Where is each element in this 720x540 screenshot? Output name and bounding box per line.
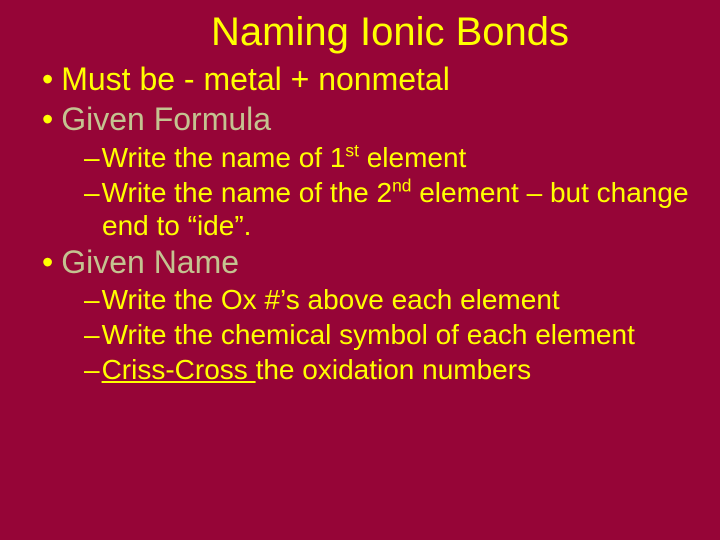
superscript: nd [392, 175, 411, 195]
slide: Naming Ionic Bonds •Must be - metal + no… [0, 0, 720, 540]
bullet-given-name: •Given Name [30, 244, 690, 282]
bullet-marker: • [42, 61, 61, 97]
bullet-text: Given Formula [61, 101, 271, 137]
subbullet-ox-numbers: –Write the Ox #’s above each element [30, 283, 690, 316]
subbullet-first-element: –Write the name of 1st element [30, 141, 690, 174]
dash-marker: – [84, 177, 102, 208]
subbullet-text: Write the Ox #’s above each element [102, 284, 560, 315]
subbullet-text: Write the chemical symbol of each elemen… [102, 319, 635, 350]
dash-marker: – [84, 319, 102, 350]
bullet-marker: • [42, 244, 61, 280]
superscript: st [345, 140, 359, 160]
subbullet-text-rest: the oxidation numbers [256, 354, 532, 385]
subbullet-text-post: element [359, 142, 466, 173]
underlined-text: Criss-Cross [102, 354, 256, 385]
bullet-marker: • [42, 101, 61, 137]
dash-marker: – [84, 354, 102, 385]
dash-marker: – [84, 284, 102, 315]
subbullet-text-pre: Write the name of the 2 [102, 177, 393, 208]
bullet-text: Must be - metal + nonmetal [61, 61, 450, 97]
subbullet-criss-cross: –Criss-Cross the oxidation numbers [30, 353, 690, 386]
slide-title: Naming Ionic Bonds [30, 10, 690, 55]
bullet-text: Given Name [61, 244, 239, 280]
subbullet-text-pre: Write the name of 1 [102, 142, 346, 173]
dash-marker: – [84, 142, 102, 173]
subbullet-second-element: –Write the name of the 2nd element – but… [30, 176, 690, 242]
subbullet-chemical-symbol: –Write the chemical symbol of each eleme… [30, 318, 690, 351]
bullet-must-be: •Must be - metal + nonmetal [30, 61, 690, 99]
bullet-given-formula: •Given Formula [30, 101, 690, 139]
